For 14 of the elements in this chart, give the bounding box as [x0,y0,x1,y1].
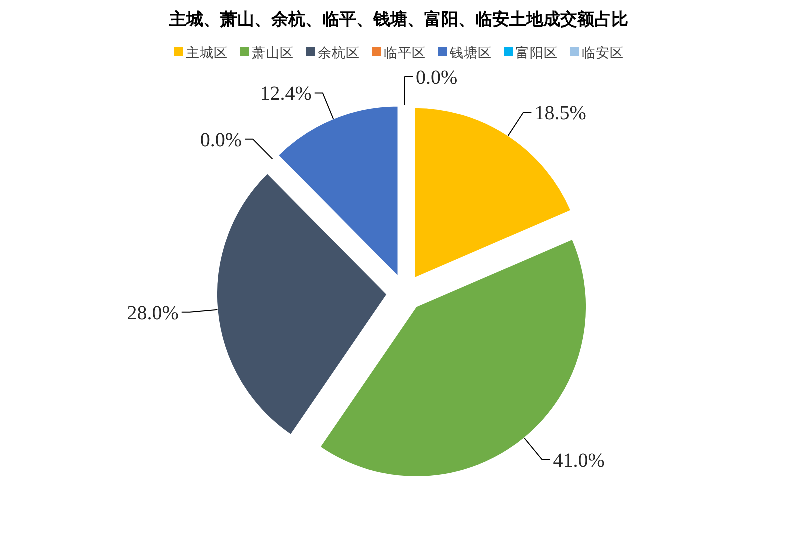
legend-label: 余杭区 [318,46,360,60]
chart-title: 主城、萧山、余杭、临平、钱塘、富阳、临安土地成交额占比 [168,10,628,29]
data-label: 0.0% [416,67,458,89]
data-label: 28.0% [127,302,179,324]
data-label: 0.0% [200,129,242,152]
legend-label: 萧山区 [252,46,294,60]
legend-label: 主城区 [186,46,228,60]
data-label: 18.5% [534,102,586,125]
legend-label: 富阳区 [516,46,558,60]
legend-label: 临平区 [384,46,426,60]
data-label: 12.4% [260,83,312,106]
data-label: 41.0% [553,450,605,472]
legend-label: 临安区 [582,46,624,60]
legend-label: 钱塘区 [449,46,492,60]
